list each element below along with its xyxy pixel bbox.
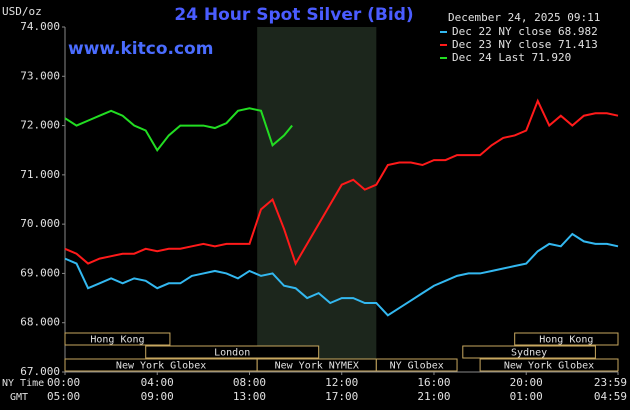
y-tick-label: 70.000 xyxy=(20,217,60,230)
x-tick-label: 04:00 xyxy=(141,376,174,389)
series-line xyxy=(64,98,619,266)
session-bar xyxy=(64,332,171,346)
timestamp: December 24, 2025 09:11 xyxy=(448,11,600,24)
session-label: London xyxy=(214,348,250,359)
watermark: www.kitco.com xyxy=(68,39,213,59)
y-tick-label: 68.000 xyxy=(20,316,60,329)
x-tick-label-gmt: 05:00 xyxy=(47,390,80,403)
y-tick-label: 74.000 xyxy=(20,20,60,33)
x-tick-label-gmt: 13:00 xyxy=(233,390,266,403)
x-tick-label: 20:00 xyxy=(510,376,543,389)
session-label: New York Globex xyxy=(116,361,206,372)
session-label: NY Globex xyxy=(390,361,444,372)
legend-label: Dec 23 NY close 71.413 xyxy=(452,38,598,51)
session-label: Hong Kong xyxy=(90,335,144,346)
highlight-span xyxy=(257,27,377,372)
x-tick-label-gmt: 01:00 xyxy=(510,390,543,403)
session-bar xyxy=(514,332,619,346)
session-label: New York Globex xyxy=(504,361,594,372)
y-tick-label: 73.000 xyxy=(20,69,60,82)
y-tick-label: 72.000 xyxy=(20,119,60,132)
x-tick-label: 16:00 xyxy=(417,376,450,389)
series-line xyxy=(64,107,293,152)
session-label: Sydney xyxy=(511,348,547,359)
session-bar xyxy=(375,358,458,372)
x-tick-label: 08:00 xyxy=(233,376,266,389)
y-tick-label: 67.000 xyxy=(20,365,60,378)
x-tick-label: 23:59 xyxy=(594,376,627,389)
legend-label: Dec 22 NY close 68.982 xyxy=(452,25,598,38)
x-row-label: NY Time xyxy=(2,378,44,389)
session-bar xyxy=(479,358,619,372)
x-tick-label-gmt: 17:00 xyxy=(325,390,358,403)
session-bar xyxy=(145,345,320,359)
session-bar xyxy=(462,345,596,359)
chart-title: 24 Hour Spot Silver (Bid) xyxy=(174,5,413,25)
legend-label: Dec 24 Last 71.920 xyxy=(452,51,571,64)
x-row-label: GMT xyxy=(10,392,28,403)
series-line xyxy=(64,232,619,317)
x-tick-label-gmt: 21:00 xyxy=(417,390,450,403)
unit-label: USD/oz xyxy=(2,5,42,18)
y-tick-label: 69.000 xyxy=(20,266,60,279)
y-tick-label: 71.000 xyxy=(20,168,60,181)
x-tick-label: 00:00 xyxy=(47,376,80,389)
x-tick-label: 12:00 xyxy=(325,376,358,389)
session-label: New York NYMEX xyxy=(275,361,359,372)
session-label: Hong Kong xyxy=(539,335,593,346)
x-tick-label-gmt: 04:59 xyxy=(594,390,627,403)
x-tick-label-gmt: 09:00 xyxy=(141,390,174,403)
